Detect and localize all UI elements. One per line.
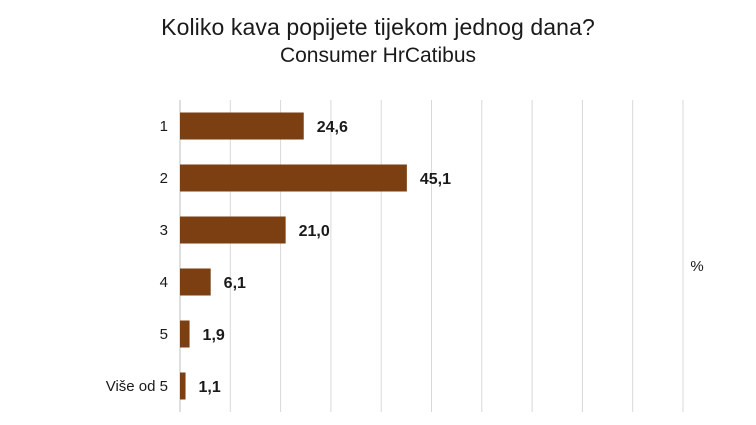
data-label: 45,1 [420,171,451,188]
category-label: 1 [160,118,168,135]
bar [180,216,286,244]
data-label: 1,1 [199,379,221,396]
chart-title: Koliko kava popijete tijekom jednog dana… [161,14,595,40]
labels: 1 24,6 2 45,1 3 21,0 4 6,1 5 1,9 Više od 5 1,1 [106,118,451,396]
gridlines [179,100,684,412]
category-label: 5 [160,326,168,343]
bar [180,320,190,348]
bar [180,164,407,192]
bar [180,372,186,400]
category-label: 4 [160,274,168,291]
data-label: 1,9 [203,327,225,344]
data-label: 21,0 [299,223,330,240]
data-label: 24,6 [317,119,348,136]
chart-subtitle: Consumer HrCatibus [279,44,477,67]
category-label: 2 [160,170,168,187]
category-label: Više od 5 [106,378,168,395]
bar [180,112,304,140]
bar [180,268,211,296]
data-label: 6,1 [224,275,246,292]
category-label: 3 [160,222,168,239]
bars [180,112,407,400]
unit-label: % [690,258,703,275]
